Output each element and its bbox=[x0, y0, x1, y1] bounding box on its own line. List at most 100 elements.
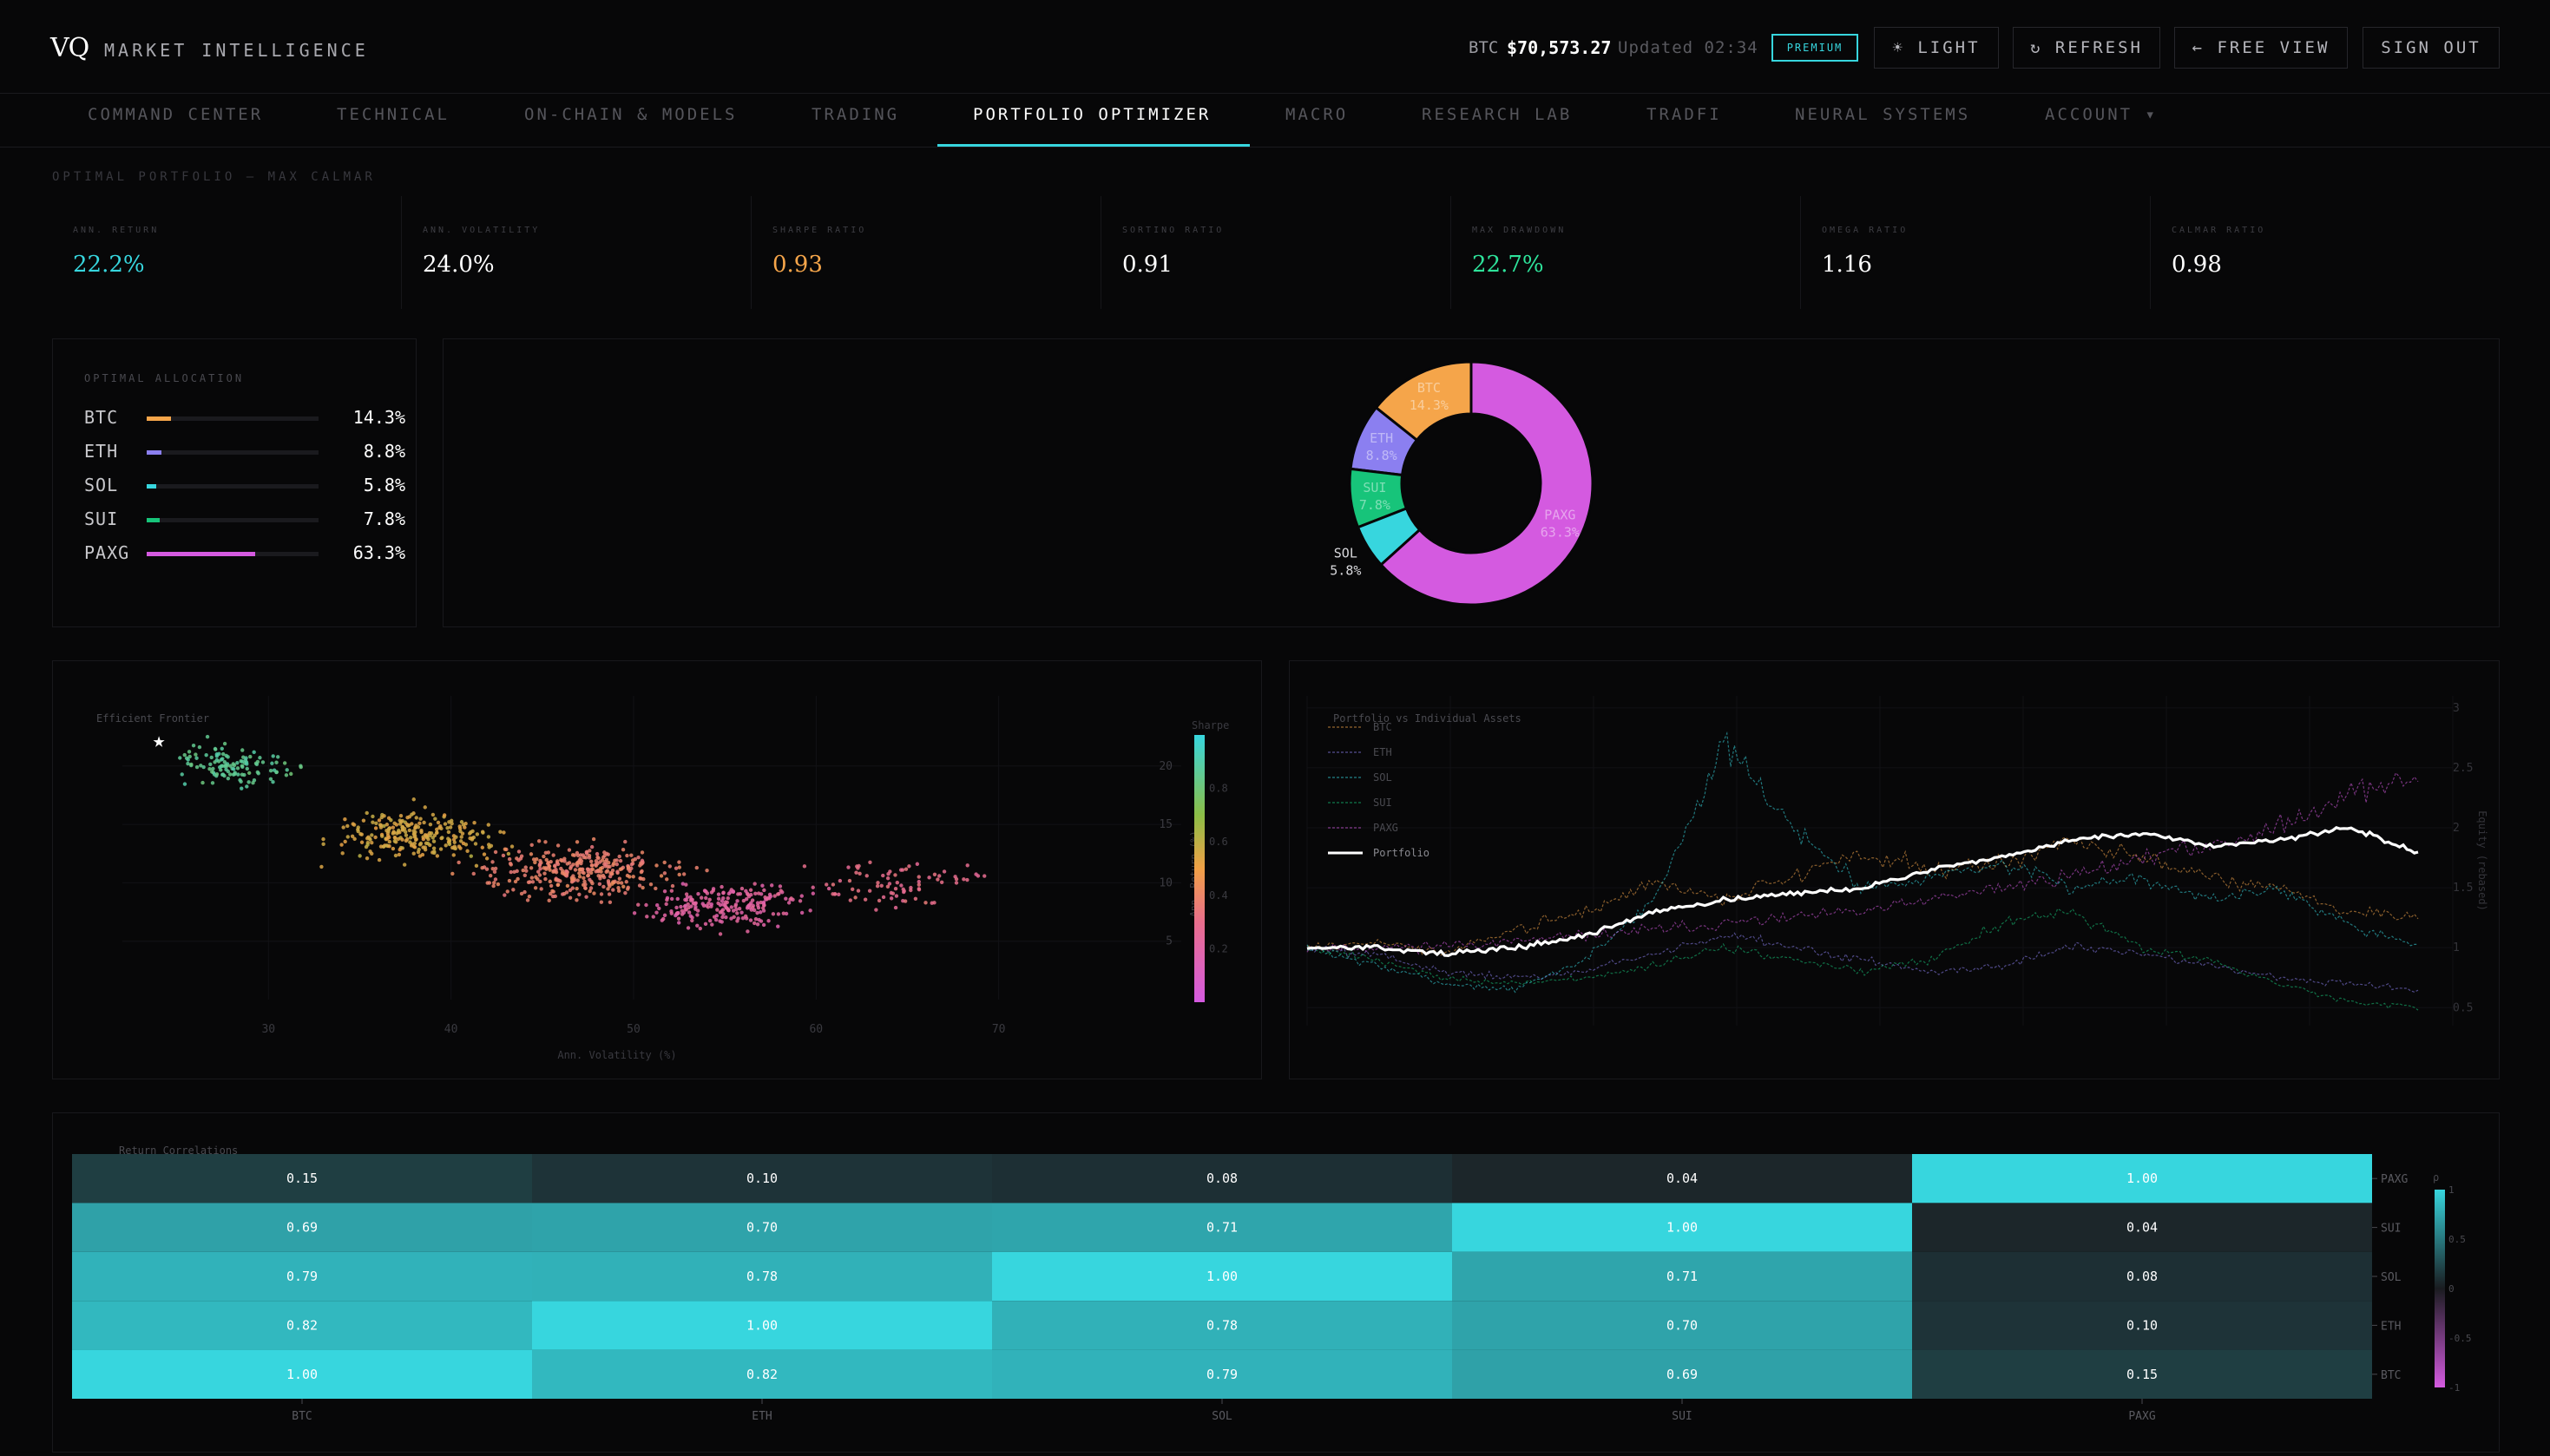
scatter-point bbox=[584, 895, 588, 899]
scatter-point bbox=[299, 764, 303, 770]
y-tick-label: BTC bbox=[2381, 1369, 2401, 1382]
y-tick-label: 1 bbox=[2453, 941, 2460, 954]
scatter-point bbox=[571, 874, 575, 878]
scatter-point bbox=[379, 823, 384, 828]
scatter-point bbox=[695, 923, 700, 928]
scatter-point bbox=[528, 880, 532, 884]
tab-portfolio-optimizer[interactable]: PORTFOLIO OPTIMIZER bbox=[973, 105, 1212, 124]
scatter-point bbox=[408, 836, 413, 840]
scatter-point bbox=[759, 919, 764, 923]
scatter-point bbox=[187, 750, 192, 754]
scatter-point bbox=[377, 857, 382, 862]
y-tick-label: 3 bbox=[2453, 702, 2460, 715]
scatter-point bbox=[512, 869, 516, 875]
scatter-point bbox=[562, 859, 567, 863]
scatter-point bbox=[665, 895, 670, 901]
scatter-point bbox=[626, 885, 630, 890]
scatter-point bbox=[577, 875, 582, 879]
tab-tradfi[interactable]: TRADFI bbox=[1646, 105, 1722, 124]
heatmap-cell-value: 0.79 bbox=[1206, 1367, 1238, 1382]
portfolio-vs-assets-chart[interactable]: 0.5 1 1.5 2 2.5 3 Equity (rebased) Portfolio vs… bbox=[1290, 661, 2499, 1079]
correlation-heatmap[interactable]: Return Correlations 0.15 0.10 0.08 0.04 1.00 P… bbox=[53, 1113, 2499, 1452]
heatmap-cell bbox=[1452, 1251, 1912, 1302]
scatter-point bbox=[560, 871, 565, 876]
scatter-point bbox=[319, 864, 324, 869]
optimal-allocation-panel: OPTIMAL ALLOCATION BTC 14.3% ETH 8.8% SO… bbox=[52, 338, 417, 627]
metric-ann-volatility: ANN. VOLATILITY 24.0% bbox=[402, 196, 752, 309]
y-tick-label: PAXG bbox=[2381, 1173, 2408, 1186]
donut-slice-paxg bbox=[1379, 360, 1594, 607]
scatter-point bbox=[735, 919, 739, 923]
heatmap-cell-value: 0.15 bbox=[2126, 1367, 2158, 1382]
scatter-point bbox=[443, 822, 448, 826]
scatter-point bbox=[662, 871, 667, 876]
light-theme-button[interactable]: ☀ LIGHT bbox=[1874, 27, 1999, 69]
scatter-point bbox=[582, 876, 586, 881]
tab-trading[interactable]: TRADING bbox=[812, 105, 900, 124]
y-tick-label: 5 bbox=[1166, 935, 1173, 948]
tab-command-center[interactable]: COMMAND CENTER bbox=[88, 105, 264, 124]
scatter-point bbox=[493, 877, 498, 882]
x-tick-label: 60 bbox=[809, 1023, 823, 1036]
scatter-point bbox=[382, 814, 386, 818]
scatter-point bbox=[604, 851, 609, 856]
line-series-sui bbox=[1306, 908, 2419, 1011]
colorbar-tick: 0.6 bbox=[1209, 836, 1228, 848]
scatter-point bbox=[706, 905, 711, 909]
scatter-point bbox=[689, 904, 693, 908]
scatter-point bbox=[321, 842, 325, 847]
scatter-point bbox=[875, 883, 880, 889]
scatter-point bbox=[917, 875, 921, 879]
scatter-point bbox=[513, 879, 518, 884]
scatter-point bbox=[654, 910, 659, 915]
scatter-point bbox=[636, 855, 641, 860]
sharpe-colorbar bbox=[1194, 735, 1205, 1002]
scatter-point bbox=[240, 764, 245, 768]
scatter-point bbox=[460, 831, 465, 836]
scatter-point bbox=[639, 876, 643, 881]
tab-on-chain-models[interactable]: ON-CHAIN & MODELS bbox=[524, 105, 738, 124]
metric-value: 1.16 bbox=[1822, 252, 1872, 278]
tab-research-lab[interactable]: RESEARCH LAB bbox=[1422, 105, 1573, 124]
heatmap-cell bbox=[72, 1251, 532, 1302]
heatmap-cell bbox=[72, 1154, 532, 1203]
scatter-point bbox=[524, 869, 529, 873]
scatter-point bbox=[616, 885, 621, 890]
scatter-point bbox=[454, 835, 458, 839]
scatter-point bbox=[539, 887, 543, 891]
tab-macro[interactable]: MACRO bbox=[1285, 105, 1349, 124]
scatter-point bbox=[285, 768, 289, 772]
scatter-point bbox=[386, 835, 391, 840]
heatmap-cell-value: 0.71 bbox=[1206, 1220, 1238, 1236]
scatter-point bbox=[548, 879, 552, 884]
refresh-button[interactable]: ↻ REFRESH bbox=[2013, 27, 2160, 69]
scatter-point bbox=[811, 891, 816, 895]
scatter-point bbox=[605, 869, 610, 873]
donut-value-label: 14.3% bbox=[1410, 397, 1449, 413]
scatter-point bbox=[677, 921, 681, 925]
allocation-bar-fill bbox=[147, 552, 256, 556]
tab-account[interactable]: ACCOUNT ▾ bbox=[2045, 105, 2158, 124]
scatter-point bbox=[248, 754, 253, 759]
sign-out-button[interactable]: SIGN OUT bbox=[2363, 27, 2500, 69]
scatter-point bbox=[720, 920, 724, 924]
heatmap-cell-value: 1.00 bbox=[286, 1367, 318, 1382]
scatter-point bbox=[776, 892, 780, 896]
scatter-point bbox=[547, 898, 551, 903]
donut-value-label: 5.8% bbox=[1330, 562, 1361, 578]
scatter-point bbox=[766, 919, 771, 923]
free-view-button[interactable]: ← FREE VIEW bbox=[2174, 27, 2348, 69]
scatter-point bbox=[983, 874, 987, 878]
scatter-point bbox=[917, 882, 922, 887]
heatmap-cell bbox=[532, 1154, 992, 1203]
tab-neural-systems[interactable]: NEURAL SYSTEMS bbox=[1795, 105, 1971, 124]
logo[interactable]: VQ bbox=[50, 33, 89, 63]
scatter-point bbox=[488, 873, 493, 878]
scatter-point bbox=[490, 866, 495, 871]
legend-label: ETH bbox=[1373, 746, 1392, 758]
scatter-point bbox=[974, 872, 978, 876]
scatter-point bbox=[755, 910, 759, 915]
tab-technical[interactable]: TECHNICAL bbox=[337, 105, 450, 124]
efficient-frontier-chart[interactable]: 30 40 50 60 70 5 10 15 20 ★ Efficient Frontier Ann.… bbox=[53, 661, 1261, 1079]
btc-price: $70,573.27 bbox=[1507, 37, 1612, 58]
